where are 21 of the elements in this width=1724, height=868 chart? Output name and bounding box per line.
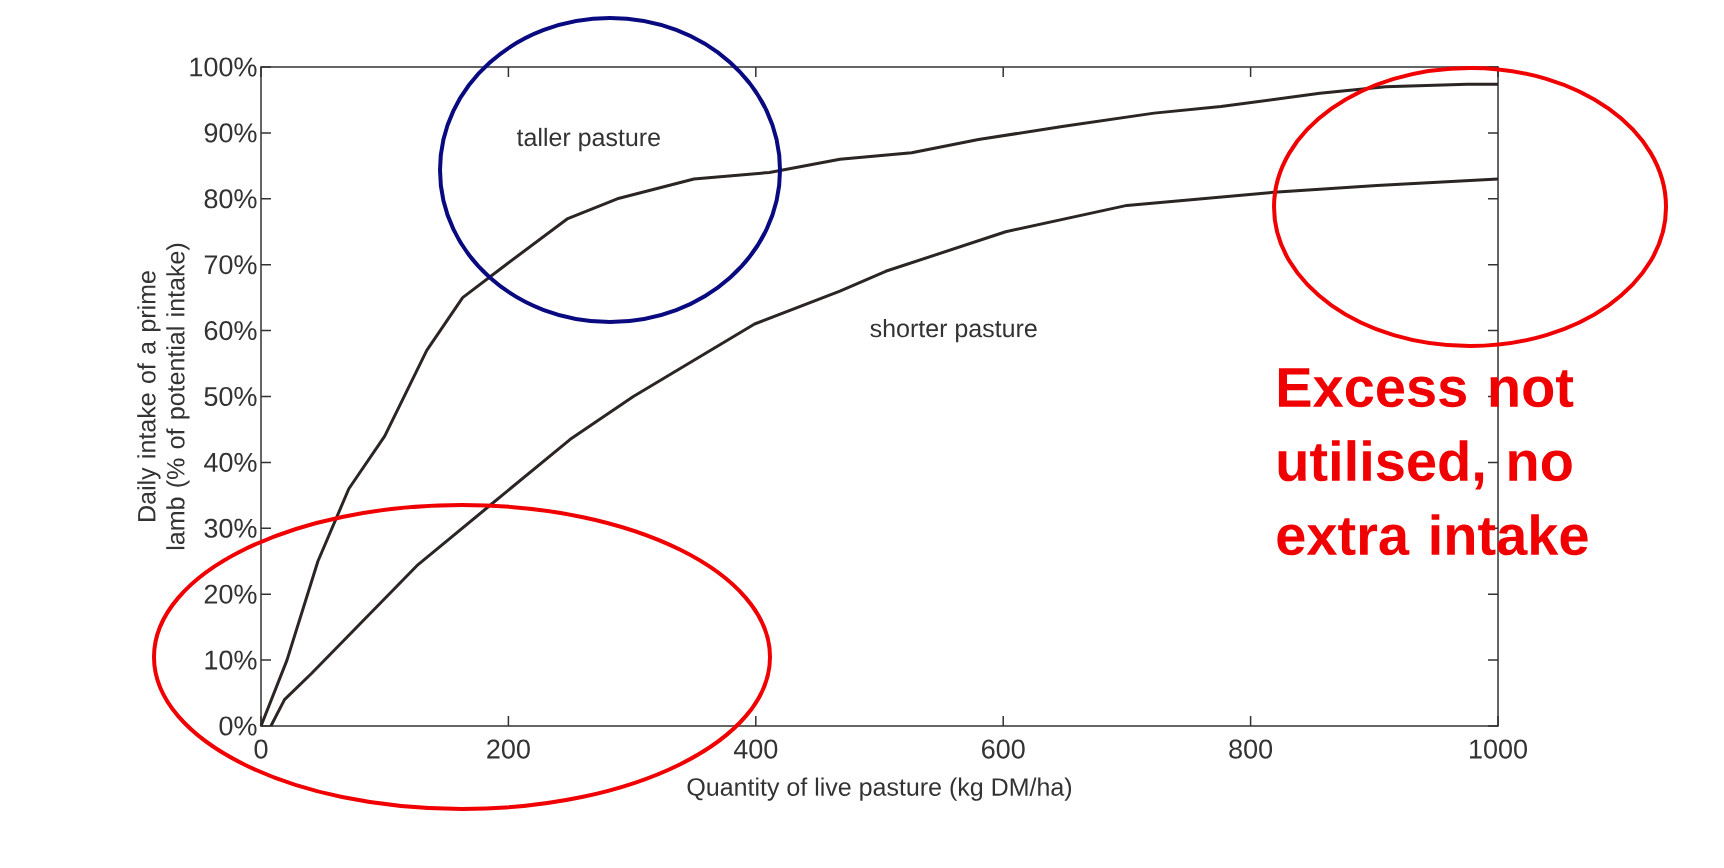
- y-tick-label: 90%: [204, 123, 257, 143]
- y-tick-label: 20%: [204, 584, 257, 604]
- x-tick-label: 400: [733, 739, 778, 759]
- y-tick-label: 10%: [205, 650, 257, 670]
- y-tick-label: 40%: [204, 452, 257, 472]
- x-axis-title: Quantity of live pasture (kg DM/ha): [687, 777, 1072, 801]
- y-tick-label: 60%: [204, 321, 257, 341]
- y-tick-label: 50%: [204, 386, 257, 407]
- x-tick-label: 1000: [1470, 739, 1527, 759]
- x-tick-label: 0: [254, 739, 268, 759]
- x-tick-label: 600: [982, 739, 1025, 759]
- y-axis-title: Daily intake of a prime lamb (% of potential intake): [137, 243, 190, 550]
- x-tick-label: 200: [487, 739, 530, 759]
- y-tick-label: 100%: [190, 57, 257, 77]
- x-tick-label: 800: [1229, 739, 1273, 759]
- series-label: taller pasture: [516, 127, 660, 152]
- y-tick-label: 0%: [219, 716, 257, 736]
- y-tick-label: 80%: [204, 189, 257, 209]
- y-tick-label: 70%: [204, 255, 257, 275]
- series-label: shorter pasture: [870, 318, 1037, 343]
- y-tick-label: 30%: [204, 518, 257, 538]
